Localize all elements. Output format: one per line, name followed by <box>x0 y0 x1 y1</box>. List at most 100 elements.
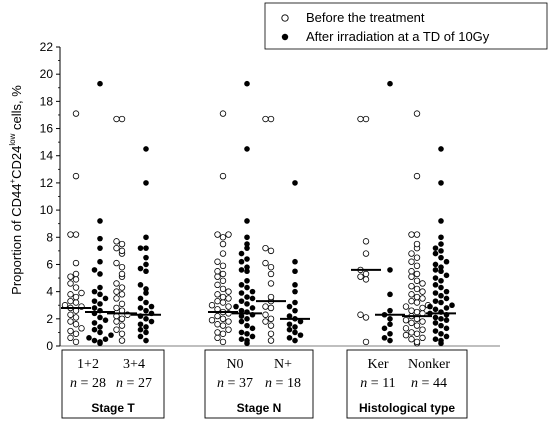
point-before <box>67 318 74 325</box>
point-after <box>438 248 444 254</box>
point-after <box>137 295 144 302</box>
point-after <box>233 303 239 310</box>
point-before <box>402 303 410 310</box>
point-after <box>387 267 393 273</box>
point-after <box>86 335 92 341</box>
panel-box <box>204 349 314 419</box>
point-before <box>413 270 421 278</box>
point-before <box>113 288 120 295</box>
point-before <box>72 299 80 306</box>
point-before <box>362 238 370 245</box>
point-before <box>214 321 221 328</box>
data-points <box>61 80 455 347</box>
point-after <box>292 329 298 336</box>
point-before <box>413 322 421 329</box>
point-after <box>244 330 250 337</box>
point-after <box>286 303 293 310</box>
point-after <box>292 180 298 186</box>
point-before <box>78 289 85 297</box>
point-after <box>449 302 455 309</box>
point-after <box>387 321 393 328</box>
point-after <box>443 288 450 295</box>
point-before <box>72 330 80 337</box>
point-before <box>72 314 80 321</box>
point-after <box>438 254 444 261</box>
point-after <box>97 284 103 291</box>
point-before <box>219 270 227 278</box>
point-before <box>408 283 415 290</box>
y-axis-label: Proportion of CD44+CD24low cells, % <box>8 85 24 295</box>
point-after <box>143 180 149 186</box>
point-after <box>97 245 103 251</box>
point-before <box>219 285 227 293</box>
point-after <box>143 254 149 261</box>
point-before <box>214 258 221 265</box>
y-tick-label: 14 <box>40 149 54 163</box>
point-before <box>362 115 370 123</box>
point-after <box>387 307 393 314</box>
point-before <box>72 284 80 291</box>
point-before <box>214 268 221 275</box>
point-before <box>118 247 126 255</box>
point-after <box>97 258 103 265</box>
panel-title: Stage N <box>237 401 282 415</box>
y-tick-label: 16 <box>40 122 54 136</box>
point-before <box>413 285 421 293</box>
point-after <box>249 325 256 332</box>
point-before <box>225 303 232 310</box>
point-after <box>143 329 149 336</box>
point-before <box>267 280 275 287</box>
group-n-label: n = 28 <box>70 376 106 391</box>
point-after <box>143 290 149 296</box>
point-before <box>413 299 421 306</box>
point-after <box>387 337 393 344</box>
point-before <box>419 288 426 295</box>
point-after <box>91 267 98 273</box>
point-after <box>244 80 250 87</box>
n-value: = 27 <box>123 376 152 391</box>
point-after <box>97 271 103 277</box>
point-before <box>262 303 269 310</box>
point-before <box>72 259 80 267</box>
point-before <box>357 115 364 123</box>
group-label: Ker <box>368 357 389 372</box>
point-after <box>297 318 304 325</box>
point-after <box>432 267 439 273</box>
point-after <box>432 275 439 281</box>
point-before <box>208 316 216 324</box>
point-before <box>214 231 221 238</box>
point-before <box>72 270 80 278</box>
point-after <box>137 282 144 288</box>
point-before <box>67 334 74 342</box>
point-before <box>402 331 410 339</box>
point-after <box>292 268 298 275</box>
point-before <box>225 318 232 325</box>
point-before <box>219 250 227 257</box>
y-tick-label: 0 <box>46 339 53 353</box>
point-before <box>219 110 227 117</box>
point-after <box>244 316 250 322</box>
point-before <box>413 172 421 180</box>
point-after <box>91 305 98 311</box>
point-before <box>214 334 221 342</box>
point-before <box>219 293 227 301</box>
group-label: 3+4 <box>123 357 145 372</box>
point-after <box>438 322 444 329</box>
point-after <box>238 318 245 325</box>
point-after <box>102 295 109 302</box>
point-before <box>267 270 275 278</box>
point-after <box>244 284 250 291</box>
point-after <box>387 316 393 322</box>
point-after <box>432 314 439 321</box>
point-before <box>118 337 126 344</box>
point-before <box>408 291 415 298</box>
point-after <box>432 336 439 343</box>
point-after <box>238 258 245 265</box>
y-tick-label: 22 <box>40 40 54 54</box>
point-before <box>408 273 415 280</box>
point-after <box>438 299 444 306</box>
point-after <box>97 339 103 345</box>
point-after <box>137 321 144 328</box>
point-after <box>432 298 439 304</box>
y-tick-label: 8 <box>46 230 53 244</box>
